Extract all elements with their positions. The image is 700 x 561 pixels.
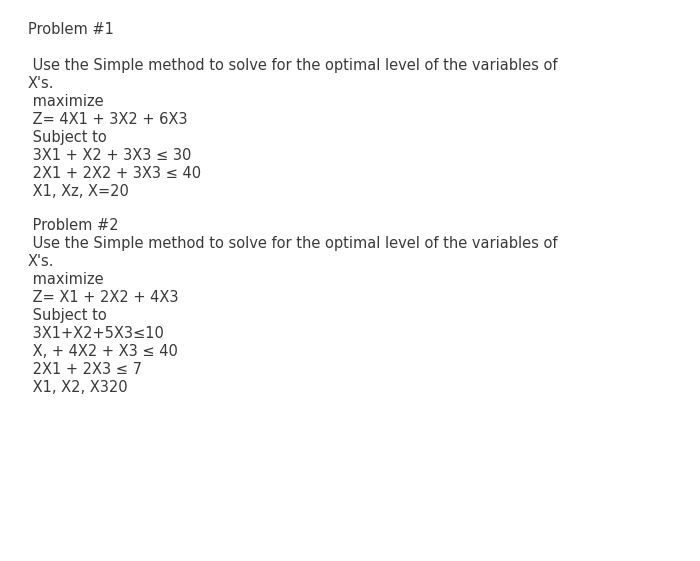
Text: X1, Xz, X=20: X1, Xz, X=20 (28, 184, 129, 199)
Text: X, + 4X2 + X3 ≤ 40: X, + 4X2 + X3 ≤ 40 (28, 344, 178, 359)
Text: X1, X2, X320: X1, X2, X320 (28, 380, 127, 395)
Text: 3X1 + X2 + 3X3 ≤ 30: 3X1 + X2 + 3X3 ≤ 30 (28, 148, 191, 163)
Text: 2X1 + 2X2 + 3X3 ≤ 40: 2X1 + 2X2 + 3X3 ≤ 40 (28, 166, 201, 181)
Text: X's.: X's. (28, 76, 55, 91)
Text: maximize: maximize (28, 272, 104, 287)
Text: Subject to: Subject to (28, 130, 106, 145)
Text: X's.: X's. (28, 254, 55, 269)
Text: Use the Simple method to solve for the optimal level of the variables of: Use the Simple method to solve for the o… (28, 236, 557, 251)
Text: Z= X1 + 2X2 + 4X3: Z= X1 + 2X2 + 4X3 (28, 290, 178, 305)
Text: 2X1 + 2X3 ≤ 7: 2X1 + 2X3 ≤ 7 (28, 362, 142, 377)
Text: Problem #1: Problem #1 (28, 22, 114, 37)
Text: Subject to: Subject to (28, 308, 106, 323)
Text: 3X1+X2+5X3≤10: 3X1+X2+5X3≤10 (28, 326, 164, 341)
Text: Z= 4X1 + 3X2 + 6X3: Z= 4X1 + 3X2 + 6X3 (28, 112, 188, 127)
Text: Problem #2: Problem #2 (28, 218, 118, 233)
Text: Use the Simple method to solve for the optimal level of the variables of: Use the Simple method to solve for the o… (28, 58, 557, 73)
Text: maximize: maximize (28, 94, 104, 109)
